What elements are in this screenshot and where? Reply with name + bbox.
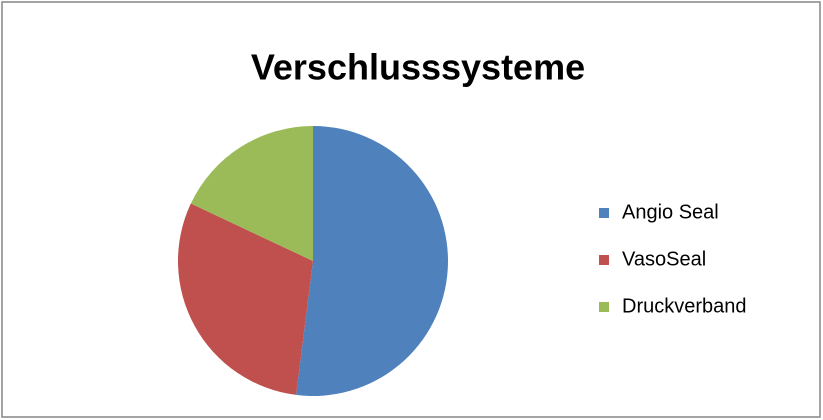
legend-swatch [599, 255, 609, 265]
pie-slice [190, 126, 313, 261]
legend-label: Druckverband [622, 295, 747, 317]
chart-title: Verschlusssysteme [251, 47, 585, 88]
legend-swatch [599, 302, 609, 312]
legend-label: VasoSeal [622, 248, 706, 270]
legend-swatch [599, 208, 609, 218]
pie-slice [178, 203, 313, 395]
pie-slice [296, 126, 449, 397]
legend-label: Angio Seal [622, 201, 719, 223]
